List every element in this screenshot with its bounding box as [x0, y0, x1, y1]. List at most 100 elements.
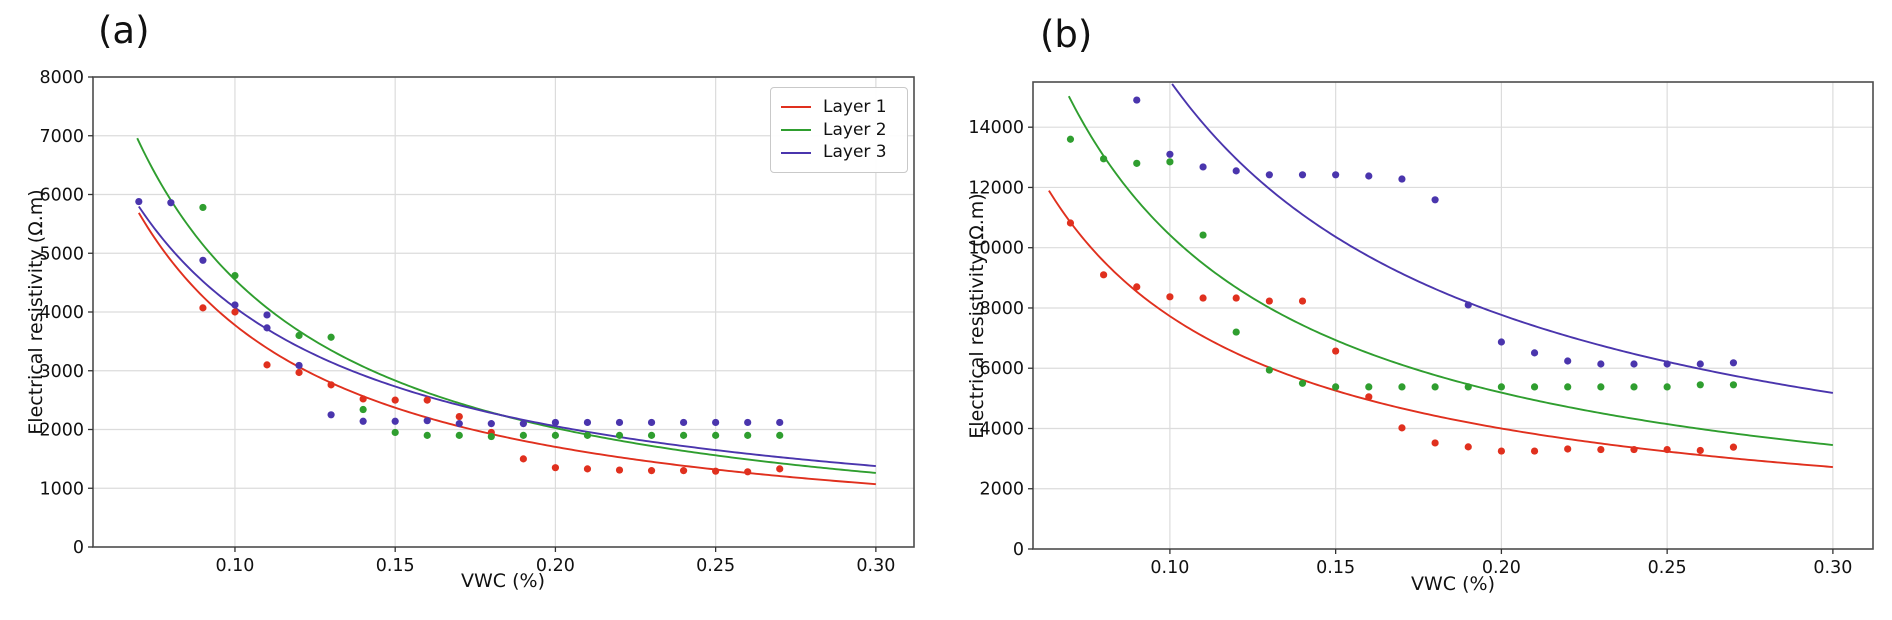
plot-a-ylabel: Electrical resistivity (Ω.m): [25, 189, 47, 435]
plot-b-xlabel: VWC (%): [1411, 573, 1495, 595]
data-point-layer3: [1663, 360, 1671, 368]
data-point-layer1: [1530, 447, 1539, 455]
data-point-layer1: [1564, 445, 1572, 453]
data-point-layer3: [1199, 163, 1207, 171]
legend: Layer 1 Layer 2 Layer 3: [770, 87, 908, 173]
x-tick-label: 0.10: [1150, 558, 1189, 578]
data-point-layer2: [615, 431, 624, 439]
data-point-layer2: [1729, 381, 1738, 389]
x-tick-label: 0.20: [536, 556, 575, 576]
data-point-layer3: [423, 417, 431, 425]
data-point-layer1: [391, 396, 399, 404]
data-point-layer2: [1696, 381, 1704, 389]
data-point-layer1: [1431, 439, 1439, 447]
fit-curve-layer3: [1171, 83, 1834, 394]
data-point-layer2: [1398, 383, 1406, 391]
data-point-layer1: [327, 381, 335, 389]
data-point-layer1: [776, 465, 784, 473]
x-tick-label: 0.25: [696, 556, 735, 576]
data-point-layer1: [1365, 393, 1373, 401]
data-point-layer1: [1100, 271, 1108, 279]
data-point-layer3: [1365, 172, 1373, 180]
legend-line-swatch-layer2: [781, 129, 811, 131]
y-tick-label: 7000: [39, 127, 84, 147]
fit-curve-layer3: [138, 205, 876, 467]
data-point-layer1: [647, 467, 656, 475]
data-point-layer2: [551, 431, 560, 439]
legend-row-layer2: Layer 2: [781, 119, 895, 142]
data-point-layer1: [615, 466, 624, 474]
y-tick-label: 4000: [39, 303, 84, 323]
data-point-layer1: [1696, 446, 1704, 455]
y-tick-label: 4000: [979, 419, 1024, 439]
data-point-layer3: [263, 324, 271, 332]
data-point-layer3: [487, 420, 495, 428]
x-tick-label: 0.30: [1813, 558, 1852, 578]
x-tick-label: 0.30: [856, 556, 895, 576]
axes-spines: [1032, 81, 1874, 550]
data-point-layer3: [455, 420, 463, 428]
y-tick-label: 0: [1013, 540, 1024, 560]
data-point-layer1: [1066, 219, 1075, 227]
data-point-layer2: [1663, 383, 1671, 391]
y-tick-label: 6000: [979, 359, 1024, 379]
x-tick-label: 0.15: [376, 556, 415, 576]
plot-b-ylabel: Electrical resistivity (Ω.m): [966, 193, 988, 439]
y-tick-label: 14000: [968, 118, 1024, 138]
data-point-layer3: [1265, 171, 1273, 179]
y-tick-label: 0: [73, 538, 84, 558]
legend-label-layer3: Layer 3: [823, 142, 887, 163]
data-point-layer2: [1365, 383, 1373, 391]
data-point-layer1: [1663, 445, 1671, 454]
y-tick-label: 1000: [39, 479, 84, 499]
data-point-layer3: [1729, 359, 1738, 367]
data-point-layer3: [135, 197, 143, 206]
data-point-layer3: [231, 301, 239, 309]
data-point-layer2: [487, 432, 495, 441]
y-tick-label: 2000: [979, 480, 1024, 500]
data-point-layer3: [1332, 171, 1340, 179]
data-point-layer1: [1332, 347, 1340, 355]
plot-b-title: (b): [1040, 13, 1093, 56]
data-point-layer1: [263, 361, 271, 369]
data-point-layer2: [359, 405, 367, 414]
data-point-layer2: [1597, 383, 1605, 391]
y-tick-label: 12000: [968, 178, 1024, 198]
data-point-layer3: [295, 361, 303, 370]
data-point-layer3: [1497, 338, 1505, 346]
fit-curve-layer1: [1048, 190, 1833, 468]
x-tick-label: 0.15: [1316, 558, 1355, 578]
data-point-layer1: [712, 467, 720, 475]
data-point-layer1: [1232, 294, 1240, 302]
data-point-layer1: [1265, 297, 1273, 305]
fit-curve-layer1: [138, 212, 876, 486]
data-point-layer3: [1464, 301, 1472, 309]
data-point-layer3: [1398, 175, 1406, 183]
data-point-layer3: [263, 311, 271, 319]
y-tick-label: 8000: [39, 68, 84, 88]
fit-curve-layer2: [1067, 95, 1833, 446]
y-tick-label: 10000: [968, 239, 1024, 259]
fit-curve-layer2: [136, 137, 876, 474]
data-point-layer1: [1133, 283, 1141, 291]
data-point-layer3: [744, 418, 752, 427]
data-point-layer2: [712, 431, 720, 439]
data-point-layer3: [583, 418, 592, 427]
data-point-layer2: [295, 331, 303, 340]
data-point-layer3: [1630, 360, 1638, 368]
data-point-layer3: [1133, 96, 1141, 104]
data-point-layer2: [455, 431, 463, 439]
data-point-layer3: [1232, 167, 1240, 175]
data-point-layer3: [679, 418, 688, 427]
data-point-layer3: [647, 418, 656, 427]
legend-row-layer3: Layer 3: [781, 141, 895, 164]
data-point-layer1: [551, 464, 560, 472]
data-point-layer3: [359, 417, 367, 425]
data-point-layer2: [1100, 155, 1108, 163]
plot-a-title: (a): [98, 9, 150, 52]
data-point-layer3: [167, 199, 175, 207]
data-point-layer1: [1298, 297, 1307, 305]
data-point-layer2: [1630, 383, 1638, 391]
data-point-layer1: [744, 468, 752, 476]
